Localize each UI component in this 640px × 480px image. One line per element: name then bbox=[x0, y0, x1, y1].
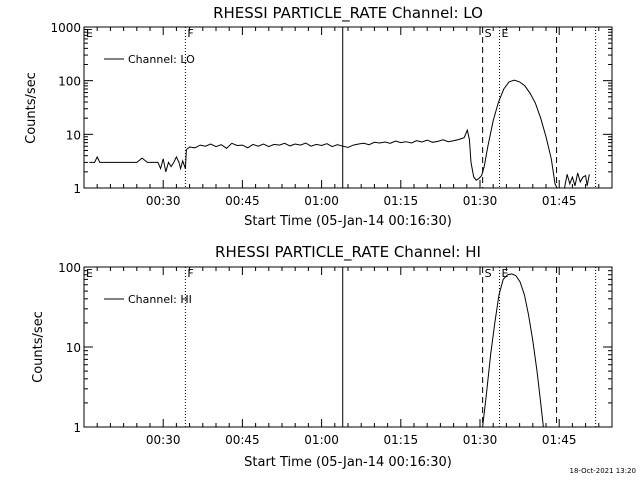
event-marker-label: E bbox=[86, 27, 93, 40]
chart-title: RHESSI PARTICLE_RATE Channel: LO bbox=[213, 4, 483, 23]
y-tick-label: 1 bbox=[73, 421, 81, 435]
legend: Channel: HI bbox=[104, 293, 192, 306]
x-tick-label: 00:30 bbox=[146, 194, 181, 208]
event-marker-label: E bbox=[86, 267, 93, 280]
x-tick-label: 01:00 bbox=[304, 433, 339, 447]
x-tick-label: 01:15 bbox=[384, 194, 419, 208]
x-tick-label: 01:45 bbox=[542, 433, 577, 447]
plot-frame bbox=[83, 266, 613, 428]
x-axis-label: Start Time (05-Jan-14 00:16:30) bbox=[244, 214, 452, 229]
legend-label: Channel: HI bbox=[128, 293, 192, 306]
y-axis-label: Counts/sec bbox=[31, 311, 46, 383]
chart-panel-hi: RHESSI PARTICLE_RATE Channel: HI Start T… bbox=[31, 243, 613, 470]
event-marker-label: S bbox=[485, 27, 492, 40]
x-tick-label: 00:45 bbox=[225, 433, 260, 447]
y-tick-label: 1000 bbox=[50, 21, 81, 35]
footer-timestamp: 18-Oct-2021 13:20 bbox=[570, 467, 636, 475]
x-tick-label: 01:15 bbox=[384, 433, 419, 447]
x-axis-label: Start Time (05-Jan-14 00:16:30) bbox=[244, 455, 452, 470]
x-tick-label: 01:45 bbox=[542, 194, 577, 208]
y-tick-label: 1 bbox=[73, 182, 81, 196]
x-tick-label: 01:00 bbox=[304, 194, 339, 208]
legend-label: Channel: LO bbox=[128, 53, 195, 66]
event-marker-label: E bbox=[502, 27, 509, 40]
event-marker-label: F bbox=[187, 27, 193, 40]
chart-panel-lo: RHESSI PARTICLE_RATE Channel: LO Start T… bbox=[24, 4, 613, 229]
y-axis-label: Counts/sec bbox=[24, 72, 39, 144]
chart-title: RHESSI PARTICLE_RATE Channel: HI bbox=[215, 243, 481, 262]
event-marker-label: E bbox=[502, 267, 509, 280]
data-series bbox=[89, 79, 590, 189]
series-line bbox=[89, 79, 590, 189]
plot-frame bbox=[83, 26, 613, 189]
y-tick-label: 10 bbox=[66, 128, 81, 142]
legend: Channel: LO bbox=[104, 53, 195, 66]
x-tick-label: 01:30 bbox=[463, 433, 498, 447]
plot-axes: 00:30 00:45 01:00 01:15 01:30 01:45 1 10 100 bbox=[58, 261, 613, 447]
event-marker-label: F bbox=[187, 267, 193, 280]
y-tick-label: 100 bbox=[58, 261, 81, 275]
y-tick-label: 10 bbox=[66, 341, 81, 355]
x-tick-label: 00:45 bbox=[225, 194, 260, 208]
y-tick-label: 100 bbox=[58, 75, 81, 89]
event-marker-label: S bbox=[485, 267, 492, 280]
plot-axes: 00:30 00:45 01:00 01:15 01:30 01:45 1 10 100 1000 bbox=[50, 21, 613, 208]
x-tick-label: 01:30 bbox=[463, 194, 498, 208]
x-tick-label: 00:30 bbox=[146, 433, 181, 447]
data-series bbox=[482, 273, 544, 428]
series-line bbox=[482, 273, 544, 428]
